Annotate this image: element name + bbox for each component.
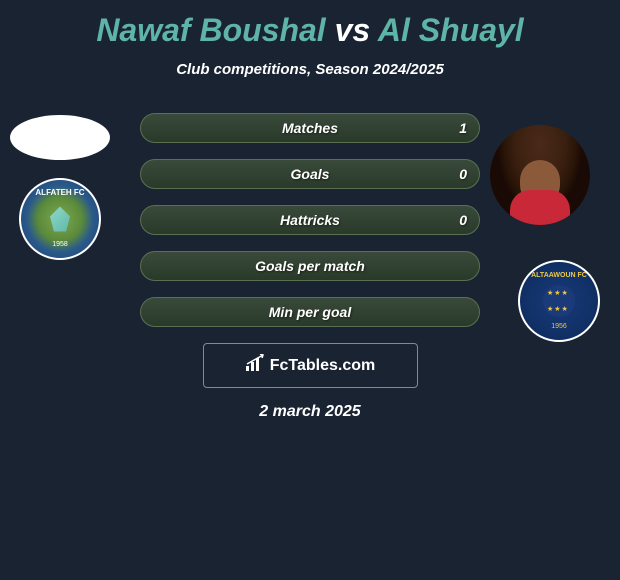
player2-face: [520, 160, 560, 205]
stat-row-matches: Matches 1: [140, 113, 480, 143]
stat-label: Matches: [141, 120, 479, 136]
watermark-text: FcTables.com: [270, 357, 376, 375]
club2-name: ALTAAWOUN FC: [531, 272, 587, 279]
stat-label: Goals per match: [141, 258, 479, 274]
subtitle: Club competitions, Season 2024/2025: [0, 61, 620, 78]
club1-icon: [50, 207, 70, 232]
watermark-box: FcTables.com: [203, 343, 418, 388]
player2-avatar: [490, 125, 590, 225]
comparison-title: Nawaf Boushal vs Al Shuayl: [0, 0, 620, 49]
club2-icon: [543, 285, 575, 317]
player2-name: Al Shuayl: [378, 12, 524, 48]
club1-year: 1958: [52, 241, 68, 248]
stat-right-value: 0: [459, 212, 467, 228]
vs-text: vs: [335, 12, 371, 48]
stat-label: Goals: [141, 166, 479, 182]
stat-right-value: 1: [459, 120, 467, 136]
stat-right-value: 0: [459, 166, 467, 182]
chart-icon: [245, 354, 265, 377]
stat-row-goals: Goals 0: [140, 159, 480, 189]
player2-club-badge: ALTAAWOUN FC 1956: [518, 260, 600, 342]
stat-label: Min per goal: [141, 304, 479, 320]
club1-name: ALFATEH FC: [35, 188, 84, 197]
stat-row-goals-per-match: Goals per match: [140, 251, 480, 281]
date-text: 2 march 2025: [0, 403, 620, 421]
stat-row-hattricks: Hattricks 0: [140, 205, 480, 235]
player1-club-badge: ALFATEH FC 1958: [19, 178, 101, 260]
player1-avatar: [10, 115, 110, 160]
player1-name: Nawaf Boushal: [96, 12, 325, 48]
stat-label: Hattricks: [141, 212, 479, 228]
stat-row-min-per-goal: Min per goal: [140, 297, 480, 327]
club2-year: 1956: [551, 323, 567, 330]
